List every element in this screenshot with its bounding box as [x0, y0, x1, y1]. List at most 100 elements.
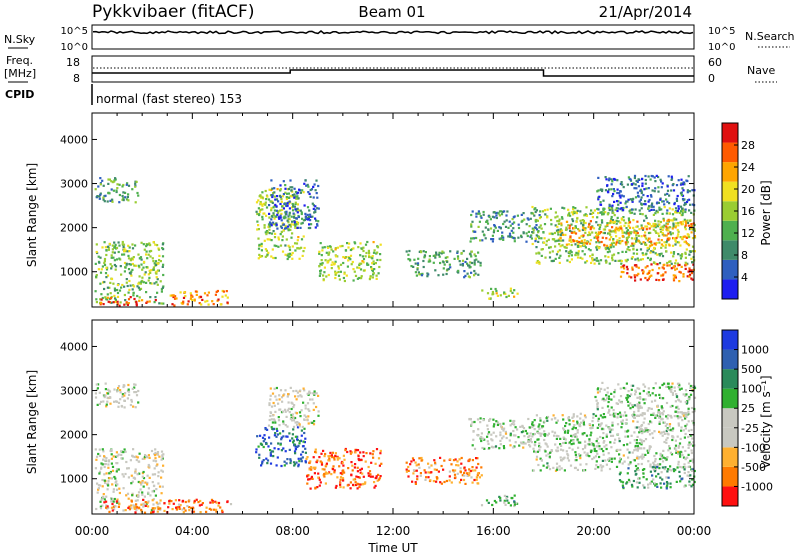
velocity-cell: [557, 447, 559, 449]
velocity-cell: [111, 463, 113, 465]
velocity-cell: [659, 463, 661, 465]
velocity-cell: [104, 480, 106, 482]
power-cell: [544, 237, 546, 239]
velocity-cell: [286, 436, 288, 438]
power-cell: [689, 204, 691, 206]
power-cell: [275, 257, 277, 259]
velocity-cell: [270, 387, 272, 389]
velocity-cell: [537, 451, 539, 453]
x-tick-label: 00:00: [677, 524, 712, 538]
velocity-cell: [457, 473, 459, 475]
velocity-cell: [125, 461, 127, 463]
power-cell: [593, 227, 595, 229]
power-cell: [638, 196, 640, 198]
power-cell: [173, 304, 175, 306]
power-cell: [602, 237, 604, 239]
power-cell: [675, 222, 677, 224]
power-cell: [281, 227, 283, 229]
velocity-cell: [670, 452, 672, 454]
power-cell: [672, 227, 674, 229]
power-cell: [98, 256, 100, 258]
power-cell: [559, 249, 561, 251]
power-cell: [373, 272, 375, 274]
power-cell: [634, 175, 636, 177]
x-tick-label: 20:00: [576, 524, 611, 538]
velocity-cell: [596, 453, 598, 455]
velocity-cell: [620, 395, 622, 397]
velocity-cell: [260, 464, 262, 466]
power-cell: [635, 234, 637, 236]
velocity-cell: [106, 472, 108, 474]
power-cell: [651, 244, 653, 246]
velocity-cell: [137, 401, 139, 403]
velocity-cell: [486, 436, 488, 438]
velocity-cell: [670, 486, 672, 488]
power-cell: [114, 289, 116, 291]
power-cell: [634, 279, 636, 281]
velocity-cell: [161, 492, 163, 494]
velocity-cell: [477, 428, 479, 430]
velocity-cell: [269, 415, 271, 417]
power-ytick-label: 2000: [60, 222, 88, 235]
power-cell: [120, 287, 122, 289]
power-cell: [538, 236, 540, 238]
velocity-cell: [298, 460, 300, 462]
power-cell: [628, 217, 630, 219]
power-cell: [649, 270, 651, 272]
velocity-cell: [427, 471, 429, 473]
velocity-cell: [595, 464, 597, 466]
velocity-cell: [643, 468, 645, 470]
velocity-cell: [148, 465, 150, 467]
velocity-cell: [318, 456, 320, 458]
power-cell: [608, 207, 610, 209]
velocity-cell: [133, 383, 135, 385]
power-cell: [605, 237, 607, 239]
velocity-cell: [108, 511, 110, 513]
power-cell: [100, 293, 102, 295]
power-cell: [475, 255, 477, 257]
power-cell: [257, 224, 259, 226]
power-cell: [656, 202, 658, 204]
power-cell: [657, 220, 659, 222]
velocity-cell: [527, 440, 529, 442]
velocity-cell: [645, 427, 647, 429]
power-cell: [673, 203, 675, 205]
power-cell: [644, 277, 646, 279]
power-cell: [211, 300, 213, 302]
velocity-cell: [534, 419, 536, 421]
power-cell: [607, 256, 609, 258]
power-cell: [122, 241, 124, 243]
velocity-cell: [536, 458, 538, 460]
power-cell: [475, 216, 477, 218]
power-cell: [687, 233, 689, 235]
velocity-cell: [574, 451, 576, 453]
power-cell: [682, 273, 684, 275]
velocity-cell: [267, 445, 269, 447]
power-cell: [279, 209, 281, 211]
velocity-cell: [572, 449, 574, 451]
velocity-cell: [546, 462, 548, 464]
power-cell: [138, 287, 140, 289]
power-cell: [648, 272, 650, 274]
power-cell: [646, 217, 648, 219]
velocity-cell: [154, 473, 156, 475]
velocity-cell: [637, 436, 639, 438]
power-cell: [183, 297, 185, 299]
power-cell: [105, 276, 107, 278]
power-cell: [616, 200, 618, 202]
power-cell: [362, 255, 364, 257]
velocity-cell: [109, 396, 111, 398]
power-cell: [277, 236, 279, 238]
velocity-cell: [526, 432, 528, 434]
velocity-cell: [110, 500, 112, 502]
power-cell: [541, 228, 543, 230]
velocity-cell: [504, 500, 506, 502]
velocity-cell: [124, 400, 126, 402]
power-cell: [441, 251, 443, 253]
power-cell: [271, 216, 273, 218]
velocity-cell: [114, 505, 116, 507]
power-cell: [268, 229, 270, 231]
velocity-cell: [593, 444, 595, 446]
power-cell: [640, 199, 642, 201]
x-tick-label: 04:00: [175, 524, 210, 538]
